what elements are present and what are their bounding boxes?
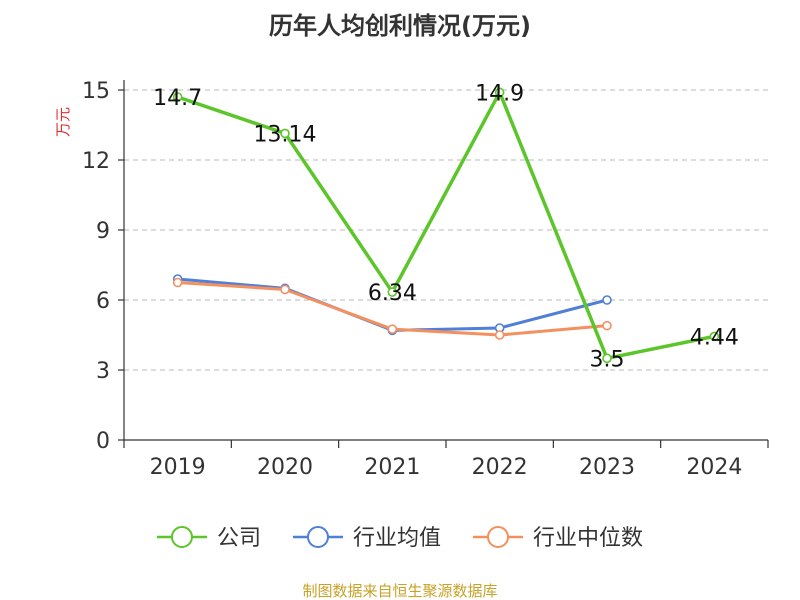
data-point (172, 92, 183, 102)
legend-label: 行业均值 (353, 526, 441, 551)
data-point (602, 295, 612, 305)
data-point (387, 287, 398, 297)
legend-marker (487, 526, 510, 548)
y-tick-label: 9 (96, 219, 110, 244)
source-note: 制图数据来自恒生聚源数据库 (302, 582, 497, 600)
x-tick-label: 2024 (686, 455, 742, 480)
data-label: 4.44 (690, 325, 739, 350)
y-axis-label: 万元 (54, 107, 72, 137)
data-point (494, 87, 505, 98)
y-tick-label: 6 (96, 289, 110, 314)
data-label: 6.34 (368, 281, 417, 306)
data-label: 14.9 (475, 81, 524, 106)
x-tick-label: 2019 (150, 455, 206, 480)
data-point (387, 324, 398, 334)
y-tick-label: 15 (82, 79, 110, 104)
data-point (602, 320, 612, 331)
axes: 0 3 6 9 12 15 2019 2020 2021 2022 2023 2024 (82, 79, 769, 480)
chart-title: 历年人均创利情况(万元) (269, 12, 531, 40)
data-point (280, 128, 290, 139)
data-point (709, 331, 720, 342)
data-point (494, 330, 505, 340)
x-tick-label: 2023 (579, 455, 635, 480)
x-tick-label: 2020 (257, 455, 313, 480)
series-lines (172, 87, 720, 364)
data-label: 14.7 (153, 86, 202, 111)
legend: 公司 行业均值 行业中位数 (156, 526, 643, 551)
series-line (177, 90, 715, 361)
legend-label: 行业中位数 (533, 526, 643, 551)
legend-marker (306, 526, 329, 548)
y-tick-label: 0 (96, 429, 110, 454)
y-tick-label: 3 (96, 359, 110, 384)
legend-label: 公司 (217, 526, 261, 551)
y-tick-label: 12 (82, 149, 110, 174)
x-tick-label: 2021 (364, 455, 420, 480)
data-labels: 14.7 13.14 6.34 14.9 3.5 4.44 (153, 81, 739, 372)
x-tick-label: 2022 (472, 455, 528, 480)
data-point (280, 284, 290, 295)
data-label: 3.5 (590, 347, 625, 372)
data-point (602, 353, 612, 364)
legend-marker (170, 526, 193, 548)
data-point (172, 277, 183, 288)
data-label: 13.14 (254, 122, 317, 147)
